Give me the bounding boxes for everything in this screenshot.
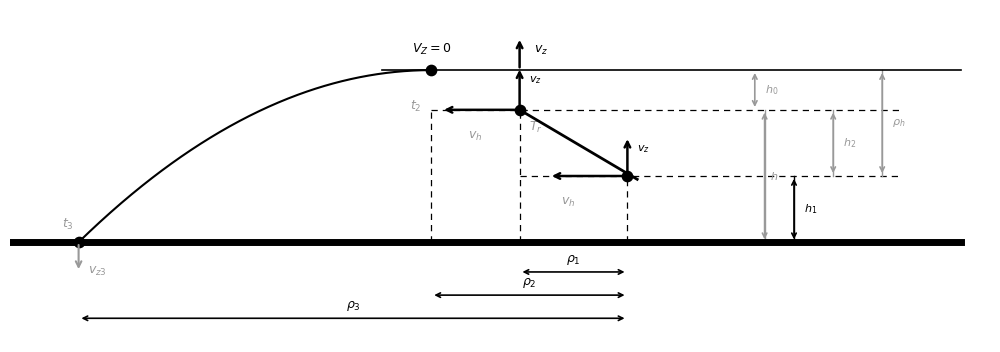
Text: $v_z$: $v_z$ xyxy=(637,144,650,156)
Point xyxy=(619,173,635,179)
Text: $V_Z=0$: $V_Z=0$ xyxy=(412,42,451,57)
Text: $\rho_h$: $\rho_h$ xyxy=(892,117,905,129)
Point xyxy=(512,107,528,113)
Text: $\rho_2$: $\rho_2$ xyxy=(522,276,537,290)
Text: $v_z$: $v_z$ xyxy=(529,74,542,86)
Point xyxy=(71,239,87,245)
Text: $\rho_1$: $\rho_1$ xyxy=(566,253,581,267)
Text: $h_1$: $h_1$ xyxy=(804,202,817,216)
Text: $T_r$: $T_r$ xyxy=(529,120,543,135)
Text: $h_2$: $h_2$ xyxy=(843,136,856,150)
Text: $t_2$: $t_2$ xyxy=(410,99,422,114)
Text: $h_0$: $h_0$ xyxy=(765,83,778,97)
Text: $v_h$: $v_h$ xyxy=(561,196,576,209)
Text: $h$: $h$ xyxy=(770,170,778,182)
Text: $v_h$: $v_h$ xyxy=(468,130,483,143)
Text: $t_3$: $t_3$ xyxy=(62,217,74,232)
Point xyxy=(423,67,439,73)
Text: $\rho_3$: $\rho_3$ xyxy=(346,299,360,313)
Text: $v_z$: $v_z$ xyxy=(534,44,548,57)
Text: $v_{z3}$: $v_{z3}$ xyxy=(88,265,107,278)
